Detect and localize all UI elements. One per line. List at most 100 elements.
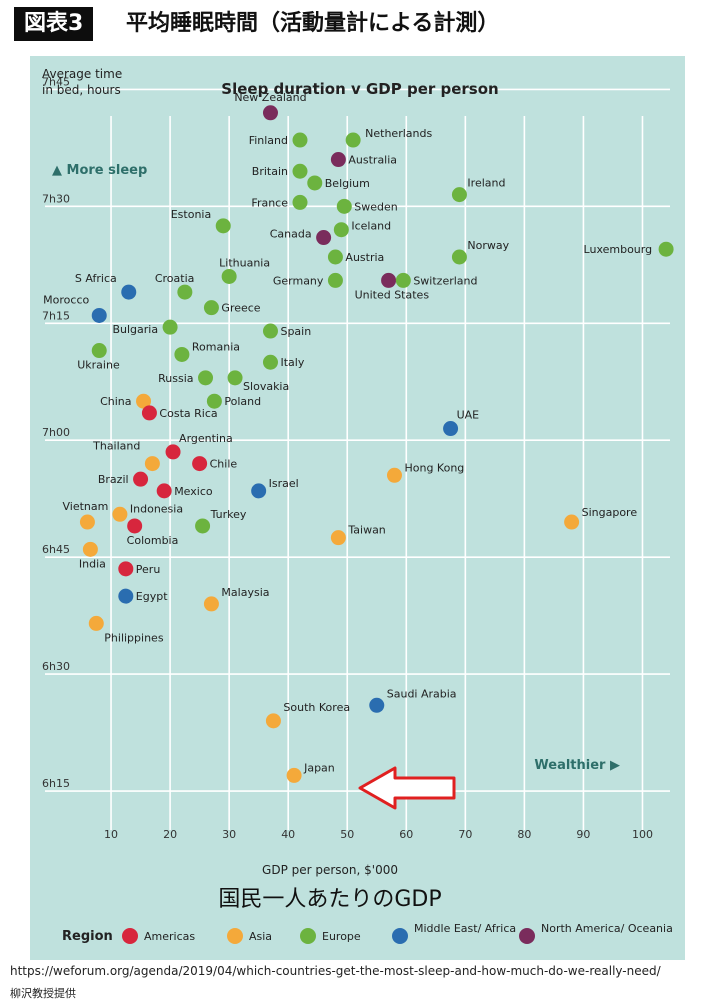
point-label: UAE <box>457 409 480 422</box>
legend-swatch <box>122 928 138 944</box>
legend-swatch <box>392 928 408 944</box>
data-point <box>451 187 467 203</box>
legend-label: Asia <box>249 930 272 943</box>
point-label: South Korea <box>283 701 350 714</box>
data-point <box>121 284 137 300</box>
data-point <box>262 354 278 370</box>
point-label: Morocco <box>43 293 89 306</box>
point-label: Austria <box>345 251 384 264</box>
data-point <box>286 767 302 783</box>
point-label: Brazil <box>98 473 129 486</box>
x-tick-label: 60 <box>399 828 413 841</box>
data-point <box>118 561 134 577</box>
data-point <box>203 596 219 612</box>
data-point <box>307 175 323 191</box>
data-point <box>141 405 157 421</box>
y-tick-label: 7h00 <box>42 426 70 439</box>
data-point <box>369 697 385 713</box>
point-label: Chile <box>210 458 238 471</box>
legend-label: Americas <box>144 930 195 943</box>
y-tick-label: 7h30 <box>42 192 70 205</box>
point-label: Philippines <box>104 631 164 644</box>
point-label: Sweden <box>354 200 397 213</box>
data-point <box>198 370 214 386</box>
point-label: New Zealand <box>234 91 306 104</box>
data-point <box>79 514 95 530</box>
x-tick-label: 40 <box>281 828 295 841</box>
data-point <box>162 319 178 335</box>
grid <box>45 88 670 830</box>
data-point <box>316 230 332 246</box>
point-label: Egypt <box>136 590 168 603</box>
data-point <box>658 241 674 257</box>
point-label: Costa Rica <box>159 407 217 420</box>
x-axis-caption-jp: 国民一人あたりのGDP <box>218 887 441 912</box>
point-label: Spain <box>280 325 311 338</box>
data-point <box>386 467 402 483</box>
x-tick-label: 90 <box>576 828 590 841</box>
point-label: Croatia <box>155 272 195 285</box>
data-point <box>136 393 152 409</box>
data-point <box>165 444 181 460</box>
point-labels: New Zealand Finland Netherlands Britain Aust… <box>43 91 652 775</box>
point-label: Australia <box>348 154 397 167</box>
point-label: Luxembourg <box>584 243 653 256</box>
data-point <box>262 323 278 339</box>
point-label: Norway <box>467 239 509 252</box>
japan-arrow <box>358 766 456 810</box>
data-point <box>327 272 343 288</box>
point-label: Singapore <box>582 506 638 519</box>
point-label: Belgium <box>325 177 370 190</box>
point-label: Thailand <box>92 440 140 453</box>
point-label: India <box>79 557 106 570</box>
data-point <box>292 163 308 179</box>
point-label: Slovakia <box>243 380 289 393</box>
data-point <box>133 471 149 487</box>
data-point <box>91 343 107 359</box>
point-label: Israel <box>269 477 299 490</box>
x-tick-label: 50 <box>340 828 354 841</box>
legend-title: Region <box>62 929 113 944</box>
data-point <box>330 152 346 168</box>
more-sleep-annotation: ▲ More sleep <box>52 163 147 178</box>
point-label: Vietnam <box>62 500 108 513</box>
legend-swatch <box>227 928 243 944</box>
x-tick-label: 70 <box>458 828 472 841</box>
legend-swatch <box>519 928 535 944</box>
point-label: France <box>251 196 288 209</box>
figure-title: 平均睡眠時間（活動量計による計測） <box>126 11 500 36</box>
point-label: Argentina <box>179 432 233 445</box>
point-label: Netherlands <box>365 127 432 140</box>
x-tick-label: 100 <box>632 828 653 841</box>
point-label: Finland <box>249 134 288 147</box>
point-label: Colombia <box>127 534 179 547</box>
data-point <box>564 514 580 530</box>
data-point <box>203 300 219 316</box>
point-label: Germany <box>273 274 324 287</box>
x-ticks: 10 20 30 40 50 60 70 80 90 100 <box>104 828 653 841</box>
point-label: Russia <box>158 372 193 385</box>
point-label: Japan <box>303 761 335 774</box>
point-label: S Africa <box>75 272 117 285</box>
data-point <box>82 541 98 557</box>
point-label: Canada <box>270 228 312 241</box>
point-label: Britain <box>252 165 288 178</box>
point-label: Poland <box>224 395 261 408</box>
x-tick-label: 10 <box>104 828 118 841</box>
y-tick-label: 7h15 <box>42 309 70 322</box>
figure-badge: 図表3 <box>14 7 94 41</box>
y-ticks: 6h15 6h30 6h45 7h00 7h15 7h30 7h45 <box>42 75 70 790</box>
point-label: Iceland <box>351 220 391 233</box>
point-label: Ireland <box>467 177 505 190</box>
point-label: United States <box>355 288 430 301</box>
point-label: China <box>100 395 131 408</box>
data-point <box>251 483 267 499</box>
chart-title: Sleep duration v GDP per person <box>221 80 498 98</box>
x-tick-label: 80 <box>517 828 531 841</box>
y-tick-label: 6h45 <box>42 543 70 556</box>
credit-line: 柳沢教授提供 <box>10 987 76 1000</box>
point-label: Estonia <box>171 208 212 221</box>
data-point <box>112 506 128 522</box>
point-label: Taiwan <box>347 524 385 537</box>
data-point <box>333 222 349 238</box>
